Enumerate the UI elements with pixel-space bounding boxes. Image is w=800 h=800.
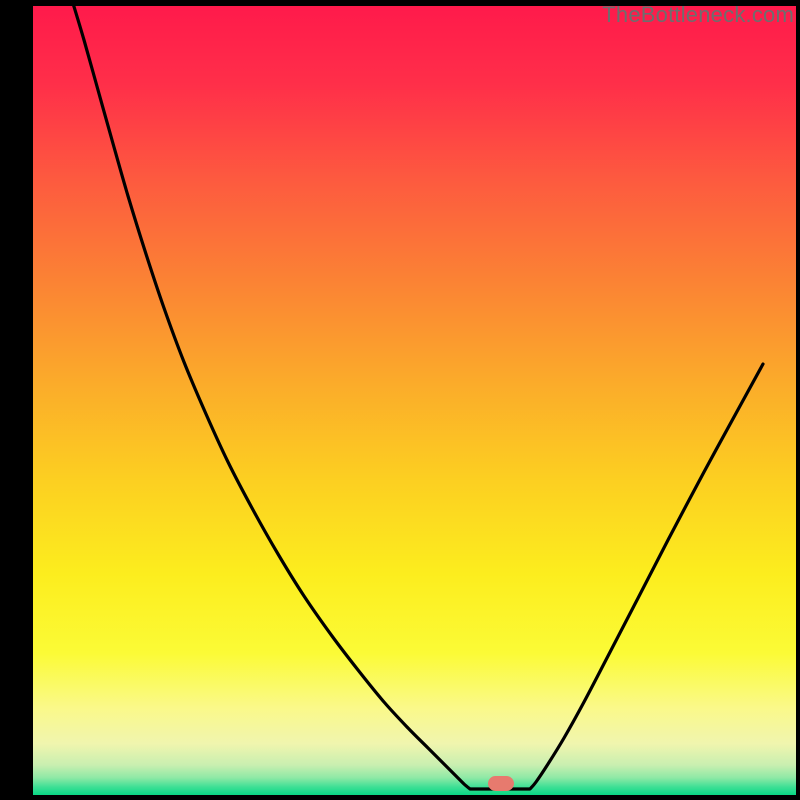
bottleneck-curve — [33, 6, 796, 795]
frame-right — [796, 0, 800, 800]
plot-area — [33, 6, 796, 795]
frame-bottom — [0, 795, 800, 800]
watermark-text: TheBottleneck.com — [602, 2, 794, 28]
frame-left — [0, 0, 33, 800]
optimal-marker — [488, 776, 514, 791]
